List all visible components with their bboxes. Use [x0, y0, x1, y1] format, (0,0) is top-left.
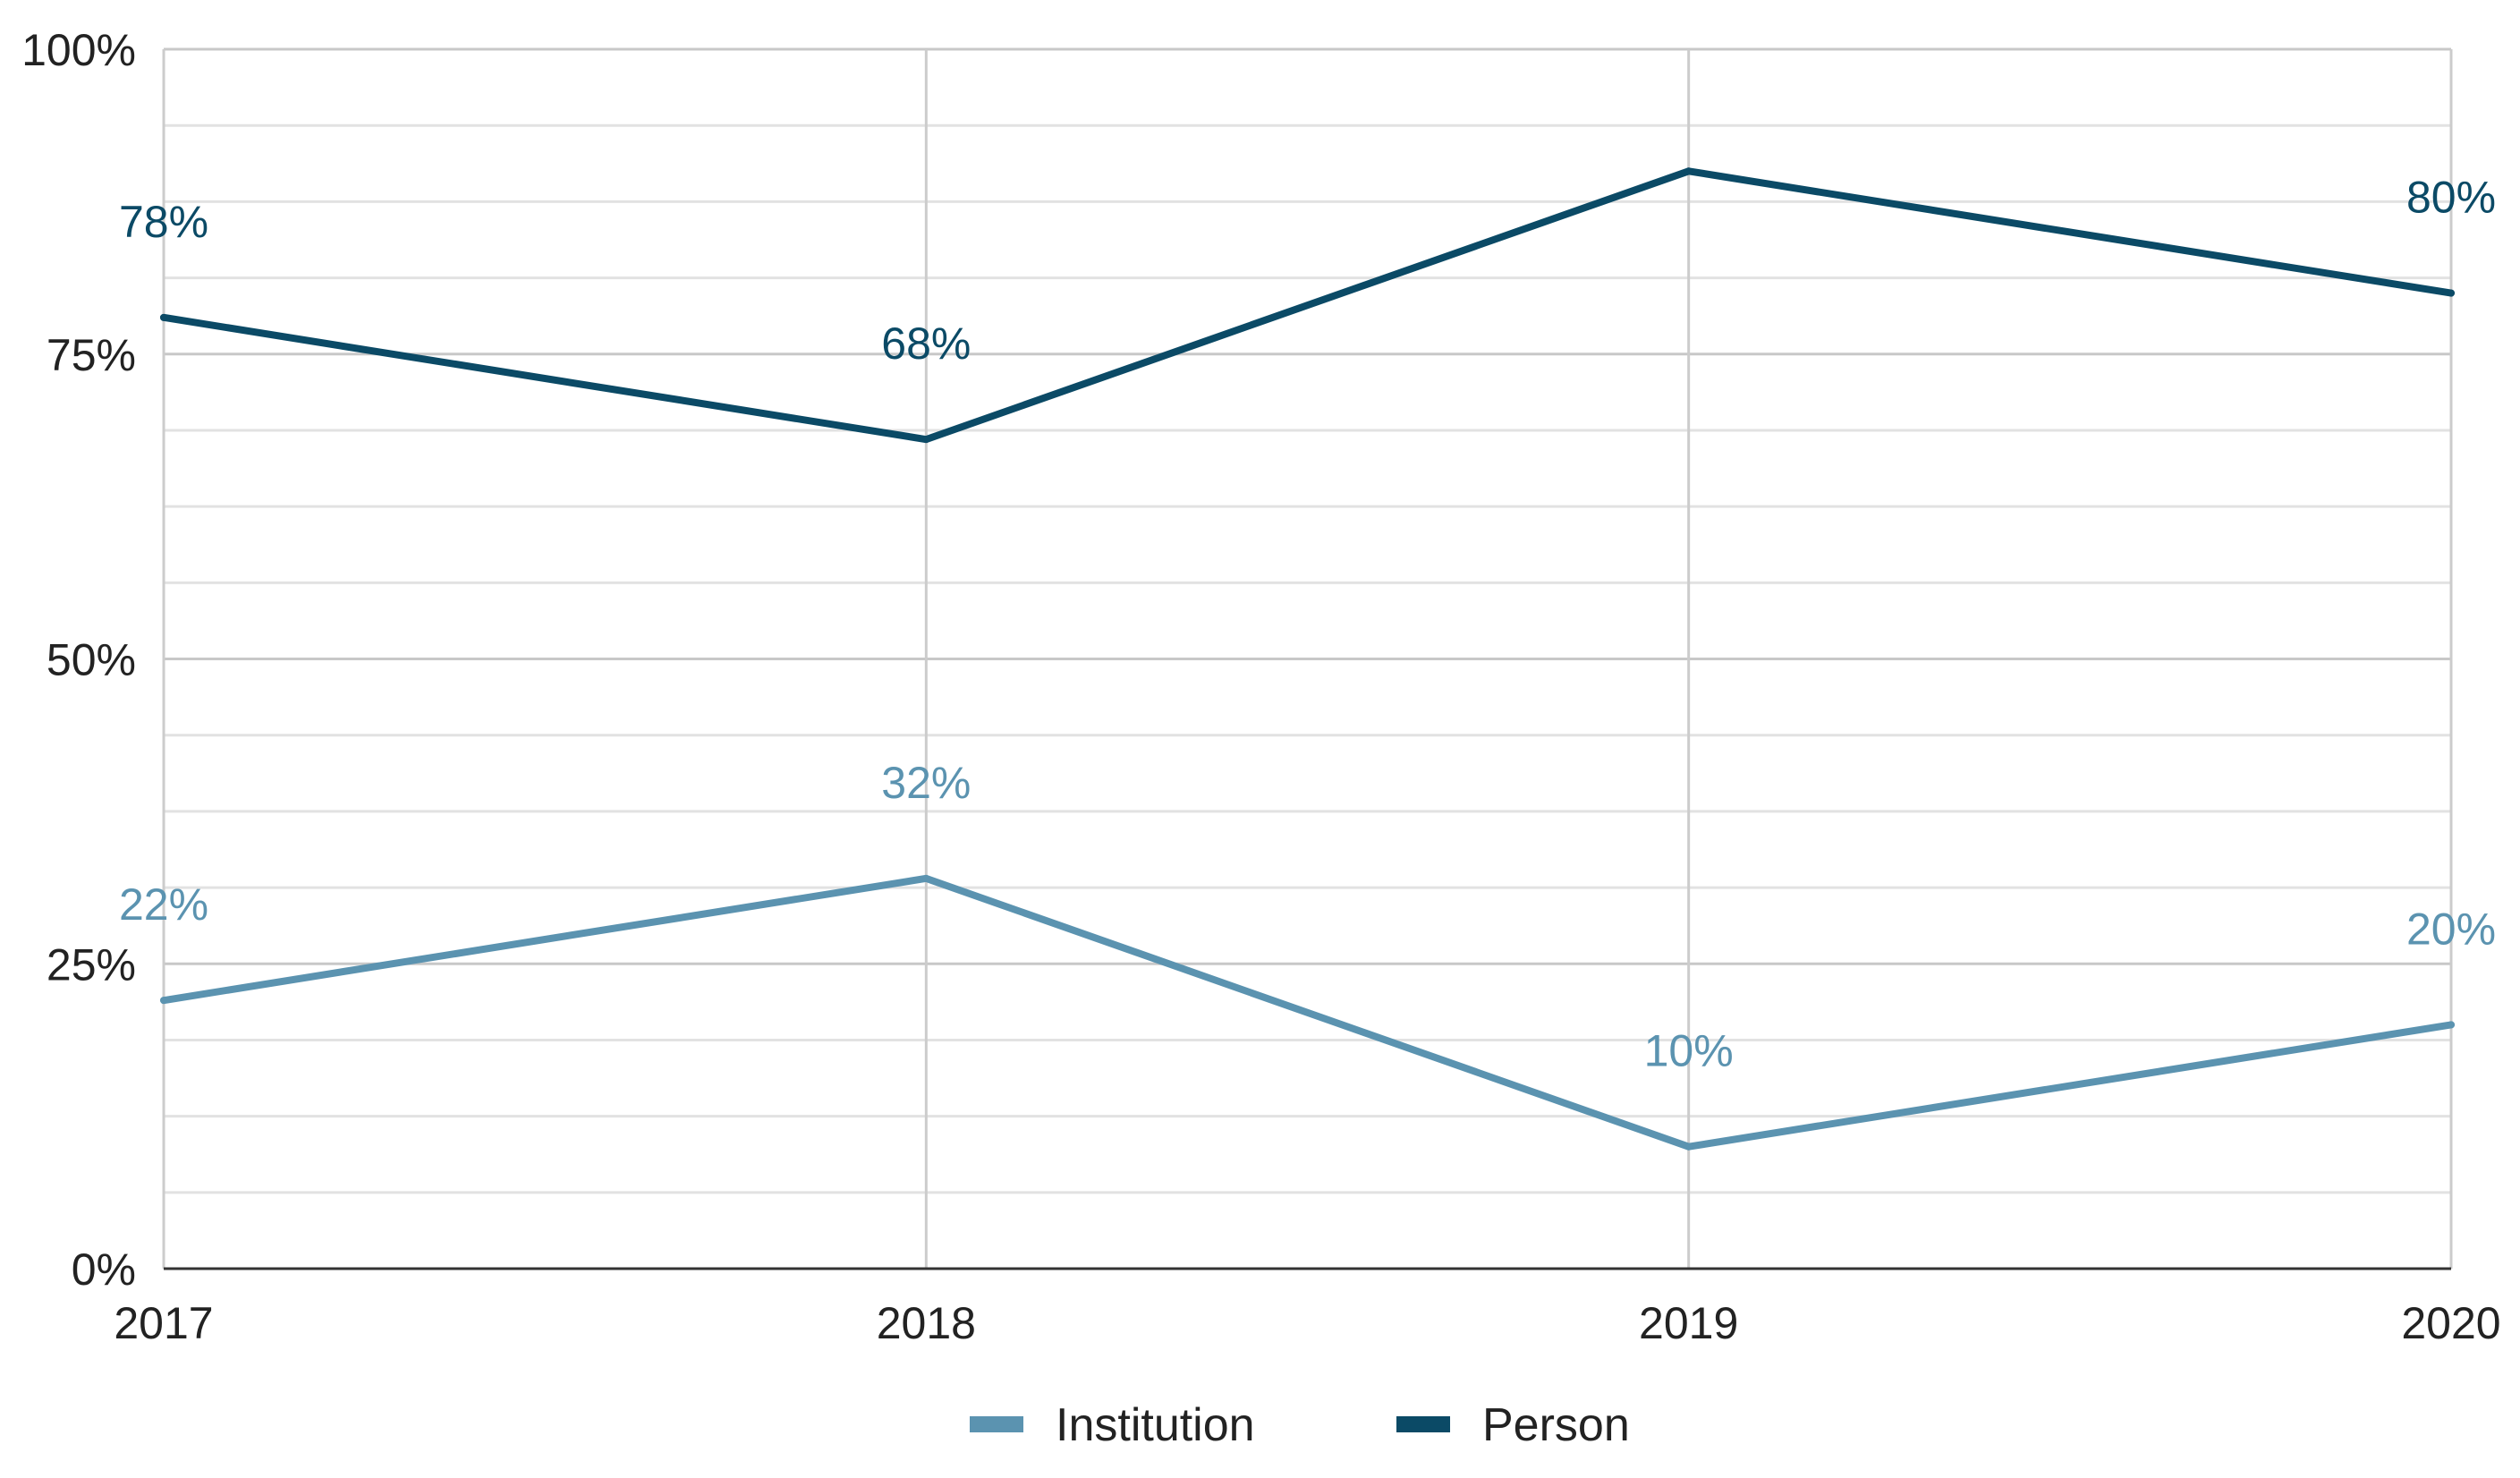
data-label-institution: 10% [1644, 1026, 1734, 1076]
y-tick-label: 100% [21, 25, 136, 75]
y-tick-label: 25% [47, 939, 136, 990]
y-tick-label: 0% [72, 1244, 136, 1295]
legend: Institution Person [970, 1399, 1630, 1451]
axes: 0% 25% 50% 75% 100% 2017 2018 2019 2020 [21, 25, 2501, 1348]
data-point-person [160, 313, 167, 321]
series-line-institution [160, 874, 2455, 1151]
gridlines [162, 47, 2453, 1269]
data-label-institution: 22% [119, 879, 208, 930]
data-point-institution [2448, 1021, 2455, 1029]
x-tick-label: 2018 [877, 1298, 976, 1348]
legend-swatch-person [1396, 1416, 1450, 1432]
legend-swatch-institution [970, 1416, 1023, 1432]
data-label-person: 80% [2406, 173, 2496, 223]
data-point-institution [160, 997, 167, 1005]
data-label-institution: 20% [2406, 904, 2496, 954]
data-point-institution [922, 874, 930, 882]
data-label-person: 78% [119, 197, 208, 247]
data-label-institution: 32% [881, 758, 971, 808]
data-point-person [922, 436, 930, 444]
x-tick-label: 2019 [1639, 1298, 1738, 1348]
x-tick-label: 2020 [2401, 1298, 2500, 1348]
legend-label-person: Person [1482, 1399, 1630, 1451]
legend-label-institution: Institution [1056, 1399, 1255, 1451]
y-tick-label: 75% [47, 330, 136, 380]
data-labels: 22% 32% 10% 20% 78% 68% 80% [119, 173, 2496, 1076]
data-point-institution [1684, 1142, 1693, 1151]
data-point-person [1684, 167, 1693, 175]
data-point-person [2448, 289, 2455, 297]
series-lines [160, 167, 2455, 1151]
x-tick-label: 2017 [114, 1298, 213, 1348]
series-line-person [160, 167, 2455, 444]
y-tick-label: 50% [47, 635, 136, 685]
data-label-person: 68% [881, 319, 971, 369]
